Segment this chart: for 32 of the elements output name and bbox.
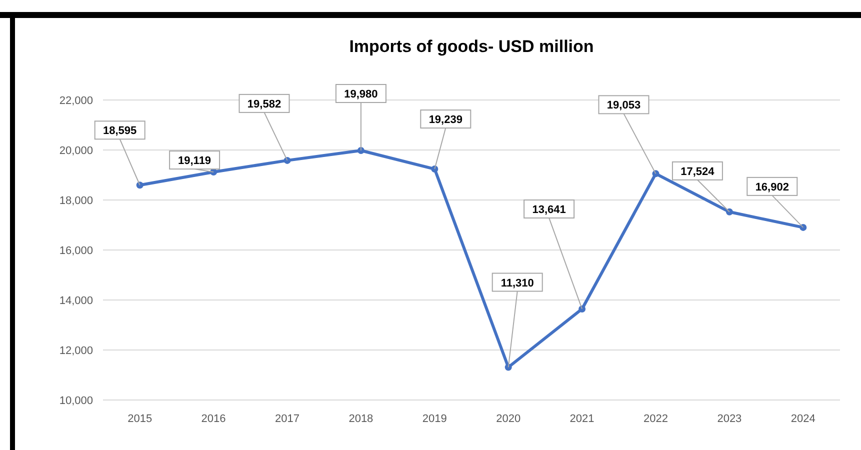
y-tick-label: 12,000 xyxy=(59,345,93,357)
y-tick-label: 14,000 xyxy=(59,295,93,307)
y-tick-label: 22,000 xyxy=(59,95,93,107)
data-label: 19,119 xyxy=(178,155,212,168)
point xyxy=(357,147,364,154)
x-tick-label: 2015 xyxy=(128,413,152,425)
y-tick-label: 16,000 xyxy=(59,245,93,257)
x-tick-label: 2017 xyxy=(275,413,300,425)
point xyxy=(800,224,807,231)
data-label: 18,595 xyxy=(103,125,137,138)
y-tick-label: 10,000 xyxy=(59,395,93,407)
data-label: 17,524 xyxy=(680,166,716,178)
x-tick-label: 2018 xyxy=(348,413,374,425)
data-label: 19,053 xyxy=(606,100,641,112)
point xyxy=(726,208,733,216)
x-tick-label: 2019 xyxy=(422,413,447,425)
point xyxy=(431,166,438,173)
x-tick-label: 2024 xyxy=(790,413,816,425)
x-tick-label: 2022 xyxy=(644,413,668,425)
data-label: 11,310 xyxy=(500,277,534,290)
data-label: 19,582 xyxy=(247,98,282,110)
x-tick-label: 2023 xyxy=(717,413,742,425)
data-label: 16,902 xyxy=(755,181,789,194)
data-label: 19,980 xyxy=(344,88,378,100)
data-label: 19,239 xyxy=(428,114,462,126)
x-tick-label: 2020 xyxy=(496,413,521,425)
x-tick-label: 2021 xyxy=(570,413,594,425)
y-tick-label: 20,000 xyxy=(59,145,93,157)
data-label: 13,641 xyxy=(532,204,566,216)
y-tick-label: 18,000 xyxy=(59,195,93,207)
x-tick-label: 2016 xyxy=(201,413,226,425)
chart-title: Imports of goods- USD million xyxy=(349,37,594,56)
